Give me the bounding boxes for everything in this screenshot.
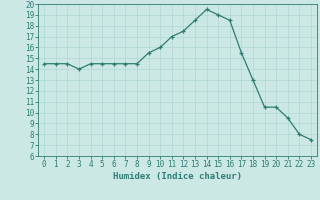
X-axis label: Humidex (Indice chaleur): Humidex (Indice chaleur)	[113, 172, 242, 181]
